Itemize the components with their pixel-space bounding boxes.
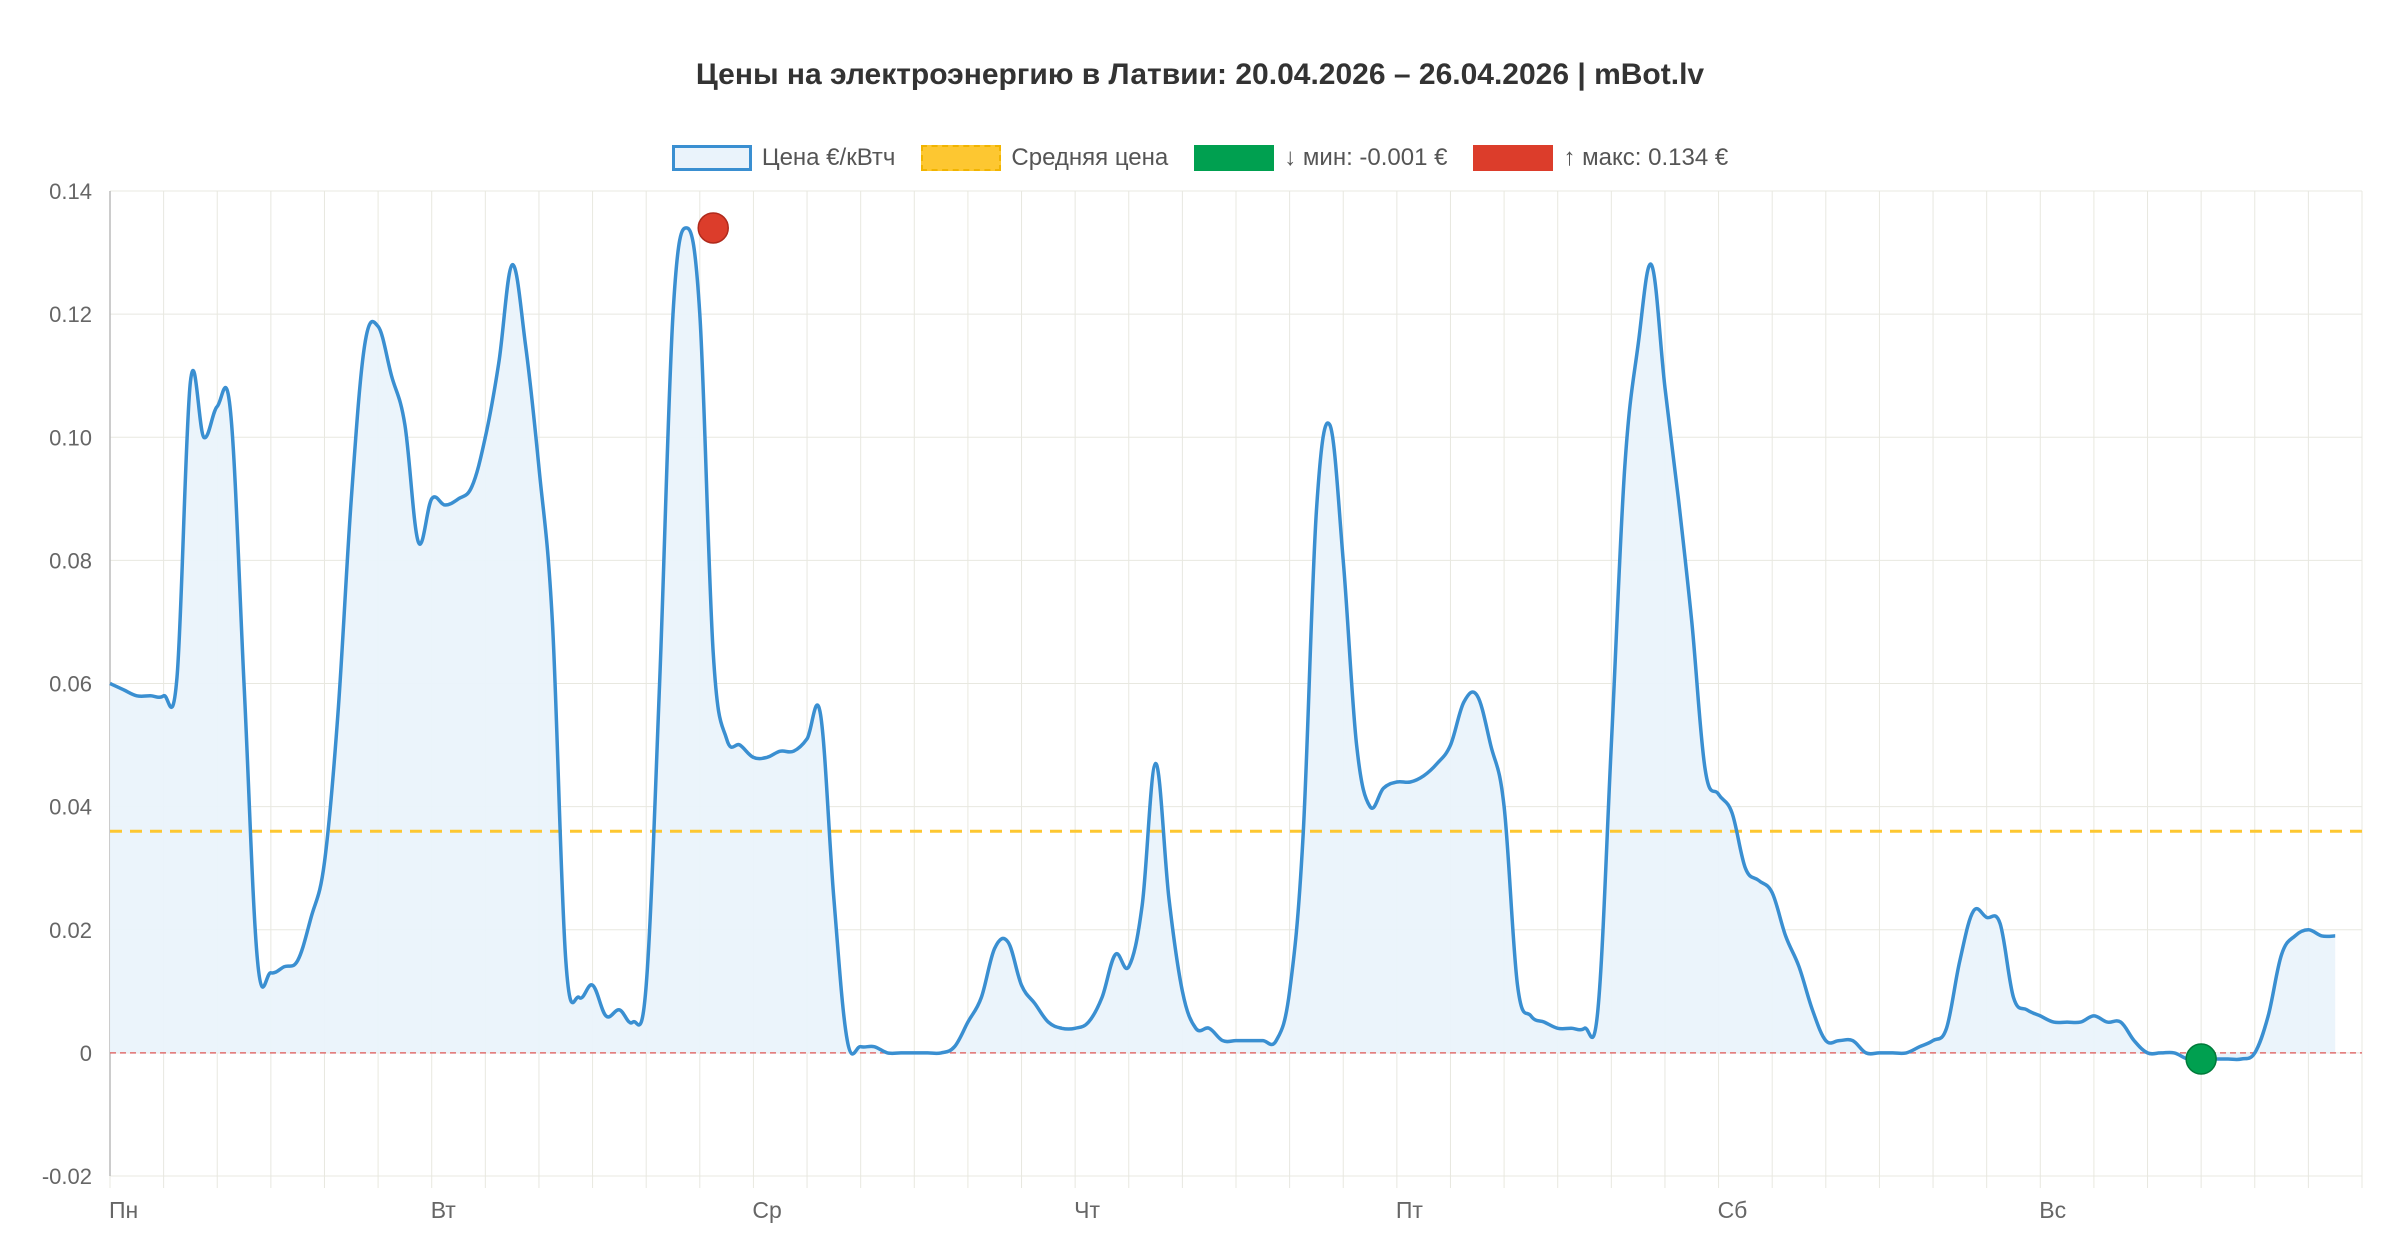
legend-item-min[interactable]: ↓ мин: -0.001 €: [1194, 144, 1447, 172]
legend-label-max: ↑ макс: 0.134 €: [1563, 144, 1729, 171]
x-day-label: Вс: [2039, 1197, 2066, 1223]
max-price-marker: [697, 212, 729, 244]
x-day-label: Вт: [431, 1197, 457, 1223]
legend-swatch-average: [921, 145, 1002, 171]
y-tick-label: 0.04: [49, 795, 92, 820]
legend-item-average[interactable]: Средняя цена: [921, 144, 1168, 172]
y-tick-label: 0.02: [49, 918, 92, 943]
legend-swatch-price: [671, 145, 752, 171]
legend-label-price: Цена €/кВтч: [761, 144, 896, 171]
x-day-label: Сб: [1718, 1197, 1748, 1223]
legend-item-price[interactable]: Цена €/кВтч: [671, 144, 896, 172]
y-tick-label: 0.14: [49, 179, 92, 204]
legend-label-average: Средняя цена: [1011, 144, 1169, 171]
x-day-label: Чт: [1074, 1197, 1100, 1223]
y-tick-label: 0.10: [49, 425, 92, 450]
x-day-label: Пт: [1396, 1197, 1424, 1223]
legend-swatch-max: [1473, 145, 1554, 171]
y-tick-label: 0: [80, 1041, 92, 1066]
chart-legend: Цена €/кВтч Средняя цена ↓ мин: -0.001 €…: [0, 140, 2400, 176]
min-price-marker: [2185, 1043, 2217, 1075]
y-tick-label: -0.02: [42, 1164, 92, 1189]
legend-swatch-min: [1194, 145, 1275, 171]
x-day-label: Ср: [752, 1197, 781, 1223]
legend-item-max[interactable]: ↑ макс: 0.134 €: [1473, 144, 1728, 172]
legend-label-min: ↓ мин: -0.001 €: [1284, 144, 1448, 171]
price-line: [109, 226, 2336, 1062]
y-tick-label: 0.12: [49, 302, 92, 327]
chart-title: Цены на электроэнергию в Латвии: 20.04.2…: [695, 58, 1705, 91]
y-tick-label: 0.06: [49, 672, 92, 697]
y-tick-label: 0.08: [49, 548, 92, 573]
price-area-fill: [110, 227, 2336, 1060]
x-day-label: Пн: [109, 1197, 138, 1223]
